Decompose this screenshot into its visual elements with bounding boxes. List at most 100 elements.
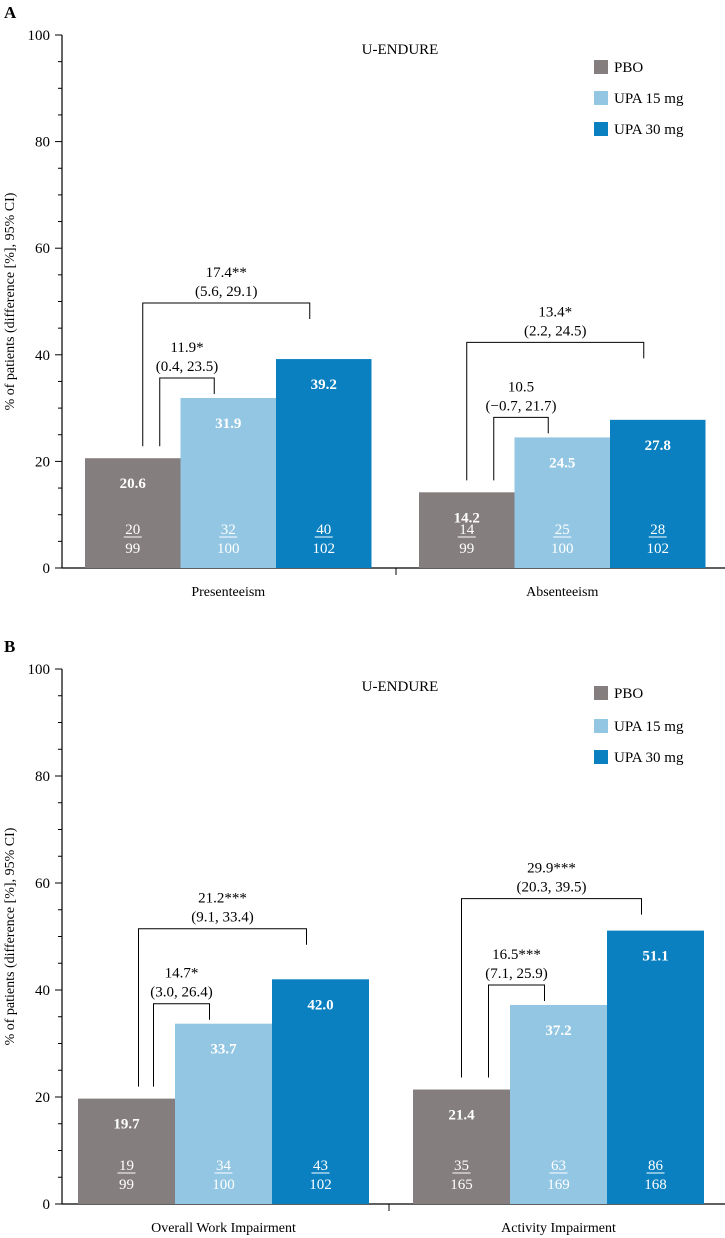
- comparison-difference: 13.4*: [538, 304, 572, 320]
- bar-n-total: 99: [125, 541, 140, 557]
- bar-value-label: 19.7: [113, 1117, 140, 1133]
- comparison-difference: 11.9*: [170, 340, 203, 356]
- legend-label: PBO: [614, 60, 643, 76]
- bar: [514, 437, 610, 568]
- legend-swatch: [594, 719, 608, 733]
- bar-n-total: 99: [459, 541, 474, 557]
- bar-n-responders: 19: [119, 1158, 134, 1174]
- bar-n-total: 100: [551, 541, 574, 557]
- chart-panel-b: B 0 20 40 60 80 100 % of patients (difference […: [3, 637, 725, 1236]
- bar: [180, 397, 276, 568]
- bar-value-label: 31.9: [215, 416, 241, 432]
- comparison-bracket: [461, 898, 642, 1078]
- bar-n-total: 100: [217, 541, 240, 557]
- y-tick-label: 20: [35, 1090, 50, 1106]
- comparison-ci: (9.1, 33.4): [191, 910, 254, 926]
- y-tick-label: 40: [35, 348, 50, 364]
- x-category-label: Activity Impairment: [501, 1221, 616, 1236]
- bar-n-responders: 34: [216, 1158, 232, 1174]
- bar-n-responders: 14: [459, 522, 475, 538]
- comparison-ci: (3.0, 26.4): [150, 985, 213, 1001]
- bar-n-total: 99: [119, 1177, 134, 1193]
- legend-swatch: [594, 91, 608, 105]
- bar-n-responders: 63: [551, 1158, 566, 1174]
- bar-value-label: 42.0: [307, 997, 333, 1013]
- bar: [610, 419, 706, 568]
- x-category-label: Presenteeism: [191, 585, 265, 600]
- comparison-bracket: [488, 984, 545, 1078]
- bar-n-responders: 25: [555, 522, 570, 538]
- bar-value-label: 27.8: [645, 438, 671, 454]
- legend-label: PBO: [614, 686, 643, 702]
- comparison-ci: (−0.7, 21.7): [486, 398, 557, 414]
- bar: [413, 1089, 510, 1204]
- bar-value-label: 14.2: [454, 510, 480, 526]
- comparison-ci: (0.4, 23.5): [156, 359, 219, 375]
- bar: [607, 930, 704, 1204]
- y-axis-label: % of patients (difference [%], 95% CI): [3, 192, 18, 410]
- comparison-ci: (5.6, 29.1): [195, 284, 258, 300]
- bar-value-label: 20.6: [120, 476, 147, 492]
- legend-swatch: [594, 122, 608, 136]
- bar: [272, 979, 369, 1204]
- y-tick-label: 0: [43, 1197, 51, 1213]
- bar-n-total: 102: [313, 541, 336, 557]
- bar-n-total: 169: [547, 1177, 570, 1193]
- comparison-difference: 14.7*: [165, 966, 199, 982]
- comparison-bracket: [159, 377, 215, 447]
- legend-label: UPA 15 mg: [614, 91, 684, 107]
- comparison-difference: 21.2***: [198, 891, 247, 907]
- y-tick-label: 40: [35, 983, 50, 999]
- bar: [175, 1023, 272, 1204]
- bar-n-responders: 43: [313, 1158, 328, 1174]
- comparison-bracket: [466, 341, 645, 481]
- bar-value-label: 37.2: [545, 1023, 571, 1039]
- y-tick-label: 0: [43, 561, 51, 577]
- comparison-bracket: [142, 302, 311, 447]
- x-category-label: Absenteeism: [526, 585, 598, 600]
- bar: [510, 1004, 607, 1204]
- legend-label: UPA 30 mg: [614, 750, 684, 766]
- bar-n-total: 100: [212, 1177, 235, 1193]
- bar: [85, 458, 181, 568]
- bar-n-total: 165: [450, 1177, 473, 1193]
- bar-n-total: 102: [309, 1177, 332, 1193]
- comparison-difference: 29.9***: [527, 861, 576, 877]
- panel-letter: A: [4, 3, 17, 22]
- y-tick-label: 100: [28, 28, 51, 44]
- comparison-difference: 10.5: [508, 379, 534, 395]
- bar-value-label: 51.1: [642, 949, 668, 965]
- bar-n-responders: 40: [316, 522, 331, 538]
- bar-value-label: 21.4: [448, 1108, 475, 1124]
- bar-n-responders: 32: [221, 522, 236, 538]
- bar: [276, 359, 372, 568]
- comparison-ci: (20.3, 39.5): [517, 880, 587, 896]
- chart-title: U-ENDURE: [362, 679, 439, 695]
- comparison-ci: (2.2, 24.5): [524, 323, 587, 339]
- bar-value-label: 24.5: [549, 455, 575, 471]
- y-tick-label: 80: [35, 135, 50, 151]
- comparison-ci: (7.1, 25.9): [485, 966, 548, 982]
- bar-value-label: 39.2: [311, 377, 337, 393]
- legend-swatch: [594, 750, 608, 764]
- comparison-bracket: [153, 1003, 210, 1087]
- bar-n-responders: 20: [125, 522, 140, 538]
- chart-title: U-ENDURE: [362, 42, 439, 58]
- chart-panel-a: A 0 20 40 60 80 100 % of patients (difference […: [3, 3, 725, 600]
- bar: [419, 492, 515, 568]
- bar-n-total: 168: [644, 1177, 667, 1193]
- y-tick-label: 60: [35, 241, 50, 257]
- bar-n-responders: 86: [648, 1158, 664, 1174]
- bar: [78, 1098, 175, 1204]
- y-tick-label: 60: [35, 876, 50, 892]
- bar-n-total: 102: [647, 541, 670, 557]
- comparison-bracket: [493, 416, 549, 481]
- y-tick-label: 100: [28, 662, 51, 678]
- panel-letter: B: [4, 637, 15, 656]
- x-category-label: Overall Work Impairment: [151, 1221, 296, 1236]
- legend-label: UPA 15 mg: [614, 719, 684, 735]
- y-tick-label: 20: [35, 454, 50, 470]
- comparison-difference: 16.5***: [492, 947, 541, 963]
- bar-value-label: 33.7: [210, 1042, 237, 1058]
